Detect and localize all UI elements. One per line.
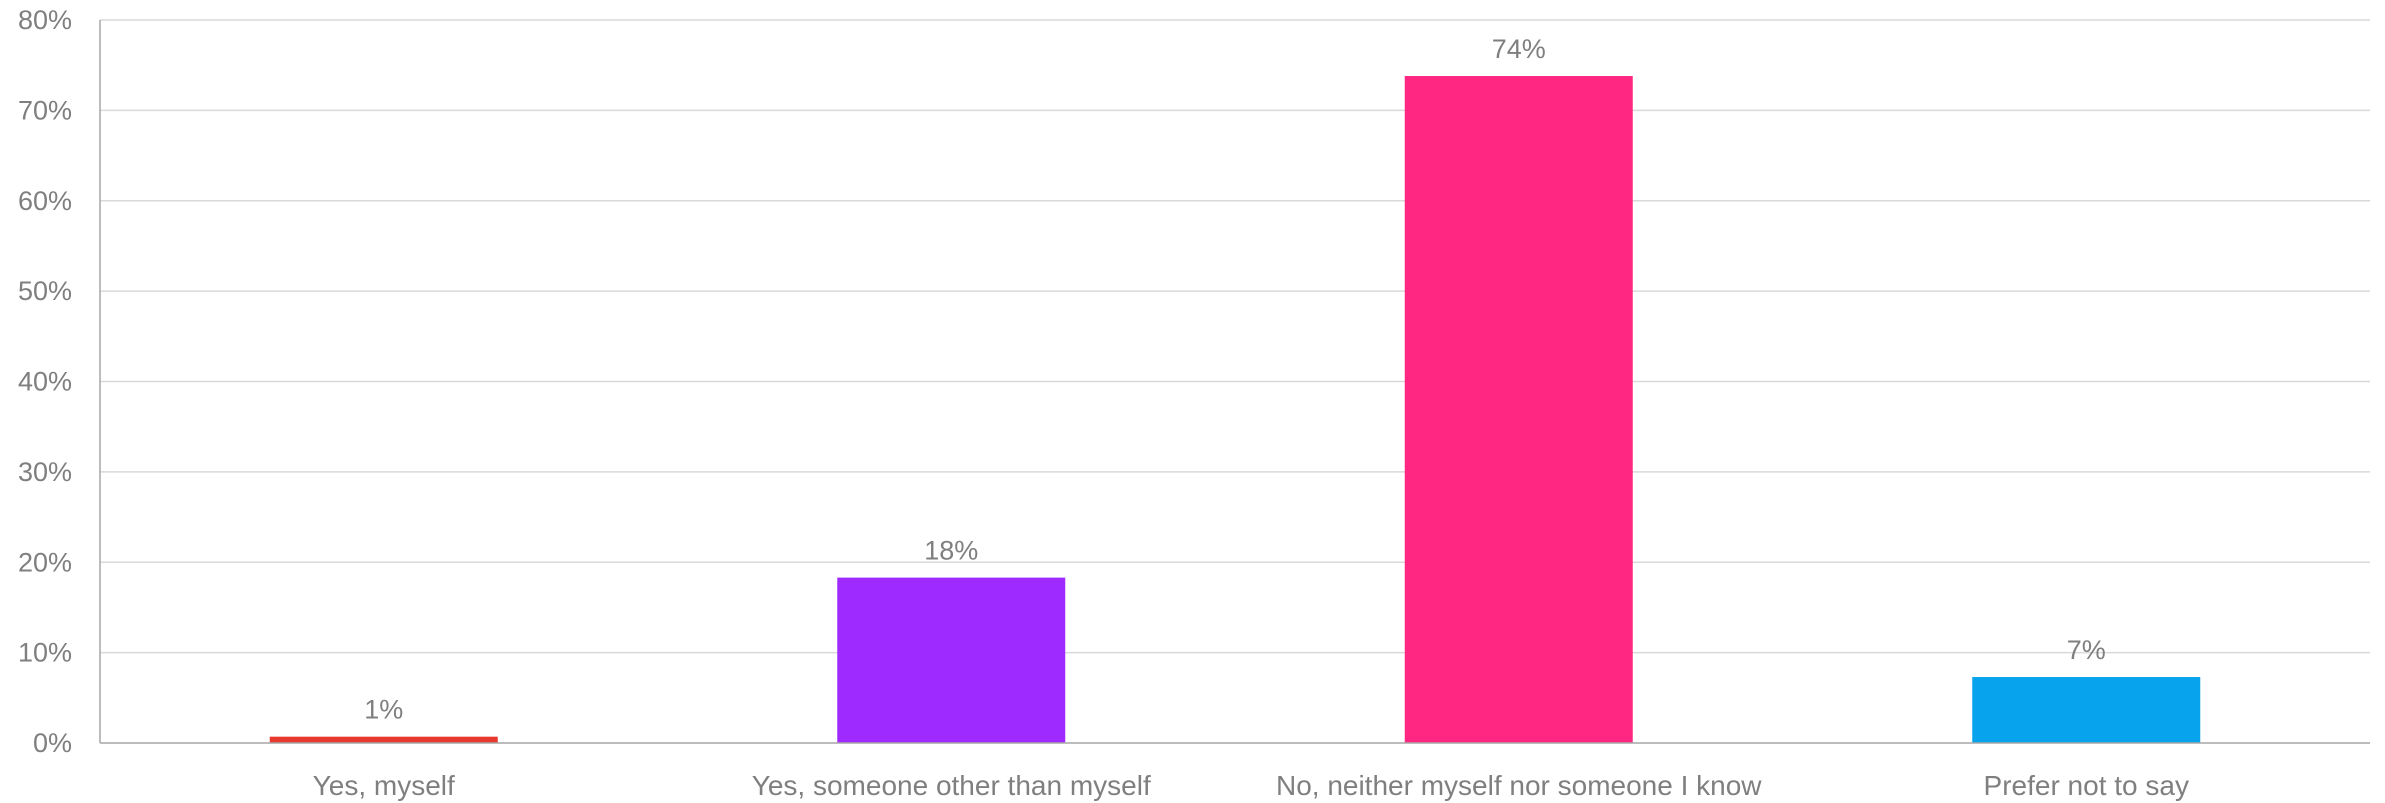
y-tick-label: 50% — [18, 276, 72, 306]
category-label: Yes, someone other than myself — [752, 770, 1151, 801]
y-tick-label: 60% — [18, 186, 72, 216]
axes — [99, 20, 2370, 744]
x-axis-categories: Yes, myself Yes, someone other than mysel… — [313, 770, 2189, 801]
y-tick-label: 10% — [18, 638, 72, 668]
y-tick-label: 80% — [18, 5, 72, 35]
gridlines — [100, 19, 2370, 654]
y-tick-label: 70% — [18, 95, 72, 125]
y-tick-label: 0% — [33, 728, 72, 758]
bar — [837, 577, 1066, 743]
category-label: Prefer not to say — [1984, 770, 2189, 801]
data-labels: 1% 18% 74% 7% — [364, 34, 2106, 725]
bar — [1972, 677, 2201, 743]
y-tick-label: 40% — [18, 367, 72, 397]
data-label: 74% — [1492, 34, 1546, 64]
data-label: 1% — [364, 695, 403, 725]
y-tick-label: 20% — [18, 547, 72, 577]
data-label: 18% — [924, 536, 978, 566]
y-tick-label: 30% — [18, 457, 72, 487]
category-label: No, neither myself nor someone I know — [1276, 770, 1762, 801]
bar — [269, 736, 498, 743]
data-label: 7% — [2067, 635, 2106, 665]
bars — [269, 76, 2201, 744]
category-label: Yes, myself — [313, 770, 455, 801]
y-axis-ticks: 0% 10% 20% 30% 40% 50% 60% 70% 80% — [18, 5, 72, 758]
bar — [1404, 76, 1633, 744]
